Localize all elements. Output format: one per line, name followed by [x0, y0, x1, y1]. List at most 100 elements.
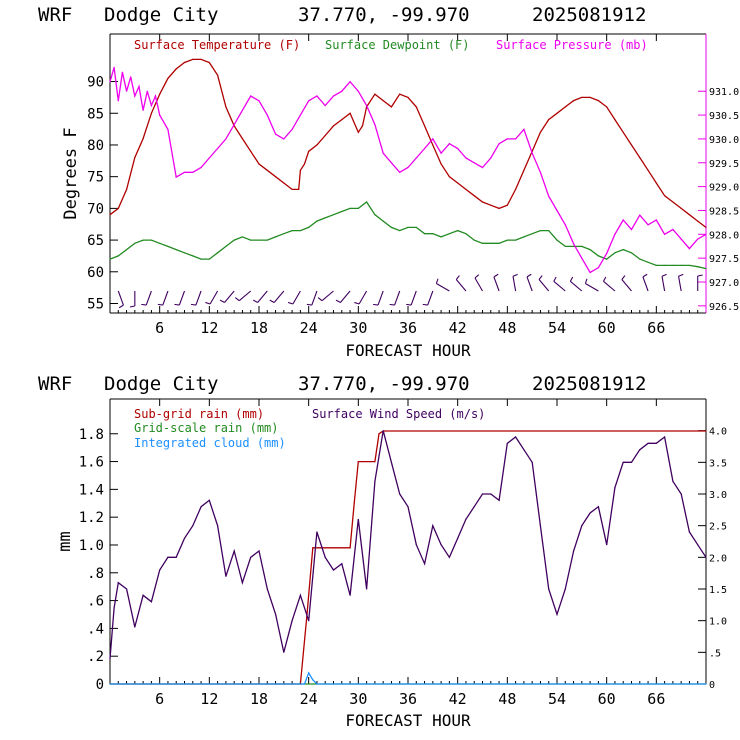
data-point: [647, 261, 649, 263]
series-line: [110, 430, 706, 685]
wind-barb-flag: [219, 299, 225, 303]
wind-barb-shaft: [436, 283, 450, 292]
data-point: [697, 266, 699, 268]
wind-barb: [234, 290, 252, 302]
y-tick-label: 1.2: [79, 510, 104, 526]
wind-barb-flag: [569, 276, 574, 282]
data-point: [556, 613, 558, 615]
data-point: [250, 150, 252, 152]
data-point: [324, 556, 326, 558]
data-point: [117, 100, 119, 102]
wind-barb-shaft: [358, 290, 368, 305]
data-point: [316, 144, 318, 146]
wind-barb-shaft: [585, 283, 599, 292]
wind-barb-flag: [389, 303, 395, 306]
x-tick-label: 48: [498, 319, 516, 337]
y-tick-label: 65: [87, 233, 104, 249]
wind-barb: [287, 290, 301, 305]
data-point: [366, 201, 368, 203]
wind-barb-flag: [435, 278, 439, 284]
x-axis-title: FORECAST HOUR: [345, 341, 471, 360]
wind-barb: [269, 290, 285, 303]
series-line: [109, 201, 707, 270]
data-point: [622, 219, 624, 221]
data-point: [440, 236, 442, 238]
wind-barb-shaft: [427, 290, 434, 306]
data-point: [150, 239, 152, 241]
data-point: [349, 112, 351, 114]
data-point: [390, 162, 392, 164]
data-point: [117, 207, 119, 209]
data-point: [159, 569, 161, 571]
data-point: [415, 106, 417, 108]
data-point: [308, 620, 310, 622]
data-point: [183, 61, 186, 64]
data-point: [556, 209, 558, 212]
data-point: [299, 230, 301, 232]
data-point: [672, 480, 674, 482]
data-point: [415, 544, 417, 546]
data-point: [366, 104, 368, 107]
wind-barb-shaft: [526, 276, 533, 292]
wind-barb: [157, 290, 169, 306]
wind-barb: [406, 290, 417, 306]
data-point: [308, 226, 310, 228]
data-point: [225, 575, 227, 577]
wind-barb-flag: [406, 303, 412, 306]
y2-tick-label: 929.0: [709, 183, 739, 194]
data-point: [142, 138, 144, 140]
data-point: [523, 236, 525, 238]
data-point: [374, 214, 376, 216]
series-2: [109, 671, 707, 685]
wind-barb-flag: [354, 301, 360, 305]
wind-barb: [335, 290, 351, 303]
data-point: [473, 195, 475, 197]
wind-barb-flag: [678, 273, 684, 277]
data-point: [688, 248, 691, 250]
data-point: [324, 134, 326, 137]
data-point: [465, 188, 467, 190]
data-point: [382, 430, 384, 432]
data-point: [457, 230, 459, 232]
data-point: [465, 233, 467, 235]
data-point: [647, 442, 649, 444]
data-point: [266, 114, 268, 116]
wind-barb-shaft: [538, 279, 550, 292]
wind-barb-shaft: [238, 290, 252, 302]
wind-barb: [129, 291, 136, 308]
wind-barb-shaft: [224, 290, 235, 303]
data-point: [154, 95, 157, 97]
data-point: [630, 228, 633, 231]
data-point: [241, 582, 243, 584]
data-point: [556, 112, 558, 114]
data-point: [548, 230, 550, 232]
data-point: [548, 195, 550, 197]
data-point: [192, 525, 194, 527]
data-point: [655, 182, 657, 184]
wind-barb-shaft: [642, 276, 649, 292]
data-point: [312, 679, 314, 681]
data-point: [539, 525, 542, 527]
y2-tick-label: 927.5: [709, 254, 739, 265]
y-tick-label: 55: [87, 296, 104, 312]
y2-tick-label: 1.0: [709, 617, 727, 628]
wind-barb-shaft: [209, 290, 219, 305]
legend-entry: Grid-scale rain (mm): [134, 421, 279, 435]
data-point: [217, 252, 219, 254]
x-tick-label: 24: [300, 319, 318, 337]
data-point: [606, 252, 608, 254]
legend-entry: Integrated cloud (mm): [134, 436, 286, 450]
x-tick-label: 36: [399, 690, 417, 708]
data-point: [647, 224, 649, 226]
data-point: [167, 128, 169, 130]
data-point: [142, 109, 144, 111]
wind-barb-shaft: [512, 276, 517, 292]
data-point: [258, 100, 260, 102]
data-point: [664, 264, 666, 266]
data-point: [113, 66, 115, 68]
data-point: [361, 461, 364, 463]
data-point: [697, 544, 699, 546]
data-point: [664, 233, 666, 235]
y2-tick-label: 926.5: [709, 302, 739, 313]
x-tick-label: 18: [250, 690, 268, 708]
